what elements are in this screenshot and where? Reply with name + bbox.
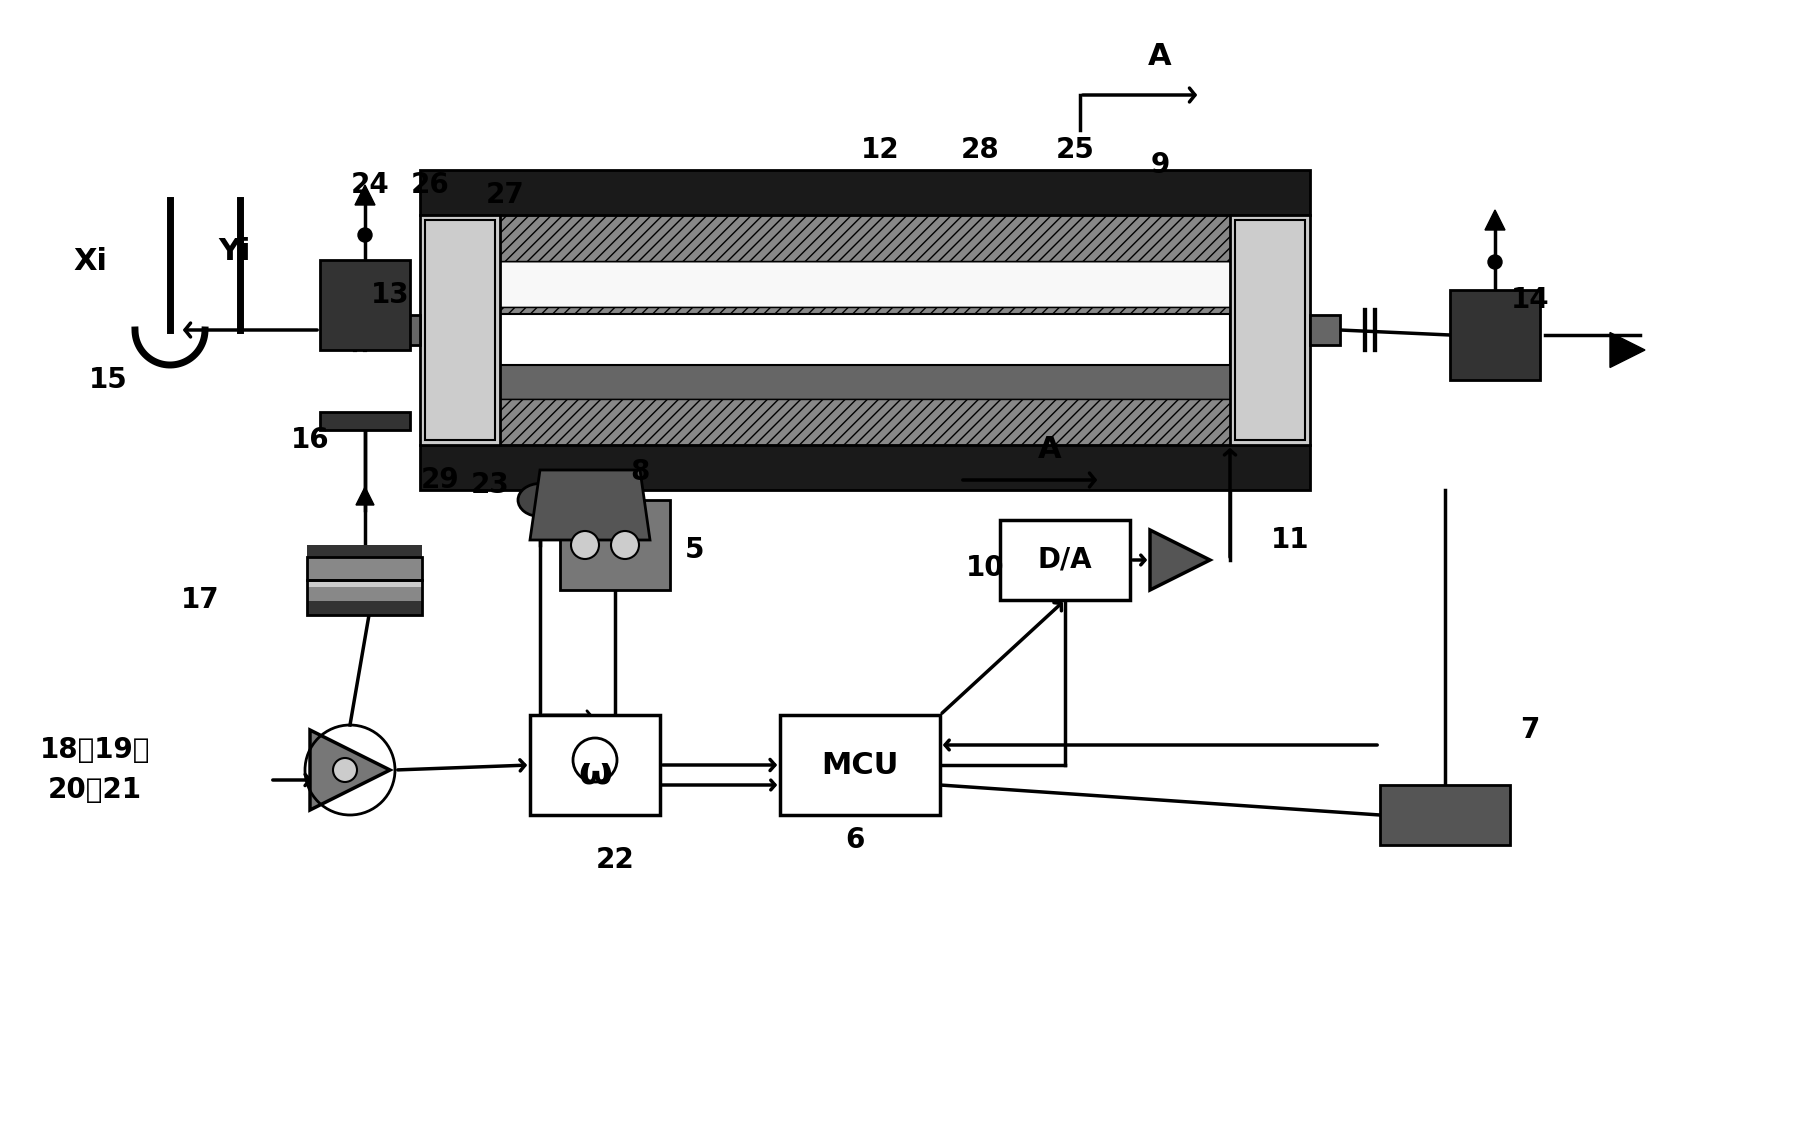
Bar bbox=[781, 715, 941, 815]
Text: 14: 14 bbox=[1511, 286, 1549, 314]
Text: 16: 16 bbox=[291, 426, 328, 454]
Bar bbox=[1235, 221, 1305, 440]
Bar bbox=[307, 559, 422, 573]
Polygon shape bbox=[355, 487, 373, 506]
Bar bbox=[1310, 316, 1341, 345]
Bar bbox=[1450, 290, 1540, 380]
Bar bbox=[307, 556, 422, 580]
Circle shape bbox=[334, 758, 357, 782]
Bar bbox=[501, 314, 1230, 364]
Text: 22: 22 bbox=[596, 846, 634, 874]
Text: 10: 10 bbox=[966, 554, 1005, 582]
Text: A: A bbox=[1149, 42, 1172, 71]
Ellipse shape bbox=[519, 483, 562, 517]
Text: 13: 13 bbox=[372, 280, 409, 309]
Bar bbox=[422, 215, 1309, 261]
Bar bbox=[307, 587, 422, 601]
Text: Yi: Yi bbox=[219, 238, 251, 266]
Polygon shape bbox=[530, 470, 650, 539]
Text: 24: 24 bbox=[350, 171, 390, 199]
Bar bbox=[425, 221, 495, 440]
Polygon shape bbox=[1610, 333, 1644, 368]
Bar bbox=[422, 399, 1309, 444]
Text: 23: 23 bbox=[470, 470, 510, 499]
Text: 29: 29 bbox=[420, 466, 460, 494]
Text: 20、21: 20、21 bbox=[48, 776, 142, 804]
Text: 18、19、: 18、19、 bbox=[39, 736, 151, 765]
Bar bbox=[1380, 785, 1510, 845]
Text: ω: ω bbox=[578, 754, 612, 792]
Text: 28: 28 bbox=[960, 136, 1000, 164]
Bar bbox=[422, 353, 1309, 399]
Bar bbox=[530, 715, 661, 815]
Bar bbox=[1000, 520, 1131, 601]
Text: 17: 17 bbox=[181, 586, 219, 614]
Circle shape bbox=[571, 530, 600, 559]
Bar bbox=[307, 580, 422, 615]
Bar bbox=[560, 500, 670, 590]
Bar bbox=[422, 399, 1309, 444]
Text: 9: 9 bbox=[1151, 152, 1170, 179]
Text: 15: 15 bbox=[88, 366, 127, 394]
Text: 27: 27 bbox=[486, 181, 524, 209]
Bar bbox=[307, 601, 422, 615]
Bar bbox=[390, 316, 420, 345]
Circle shape bbox=[610, 530, 639, 559]
Polygon shape bbox=[1484, 210, 1504, 230]
Bar bbox=[422, 307, 1309, 353]
Circle shape bbox=[1488, 254, 1502, 269]
Bar bbox=[320, 412, 409, 430]
Text: 7: 7 bbox=[1520, 716, 1540, 744]
Bar bbox=[307, 545, 422, 559]
Bar bbox=[422, 307, 1309, 353]
Bar bbox=[320, 260, 409, 349]
Polygon shape bbox=[355, 185, 375, 205]
Polygon shape bbox=[1151, 530, 1210, 590]
Text: 11: 11 bbox=[1271, 526, 1309, 554]
Bar bbox=[422, 215, 1309, 261]
Text: 12: 12 bbox=[860, 136, 899, 164]
Bar bbox=[1230, 215, 1310, 444]
Bar bbox=[420, 215, 501, 444]
Circle shape bbox=[357, 228, 372, 242]
Text: 26: 26 bbox=[411, 171, 449, 199]
Bar bbox=[422, 261, 1309, 307]
Text: A: A bbox=[1038, 435, 1063, 464]
Text: 5: 5 bbox=[686, 536, 705, 564]
Bar bbox=[307, 573, 422, 587]
Text: 6: 6 bbox=[845, 826, 865, 854]
Bar bbox=[420, 444, 1310, 490]
Text: 25: 25 bbox=[1055, 136, 1095, 164]
Text: 8: 8 bbox=[630, 458, 650, 486]
Text: MCU: MCU bbox=[822, 751, 899, 779]
Bar bbox=[420, 170, 1310, 215]
Polygon shape bbox=[311, 729, 390, 810]
Text: Xi: Xi bbox=[74, 247, 108, 276]
Text: D/A: D/A bbox=[1038, 546, 1093, 575]
